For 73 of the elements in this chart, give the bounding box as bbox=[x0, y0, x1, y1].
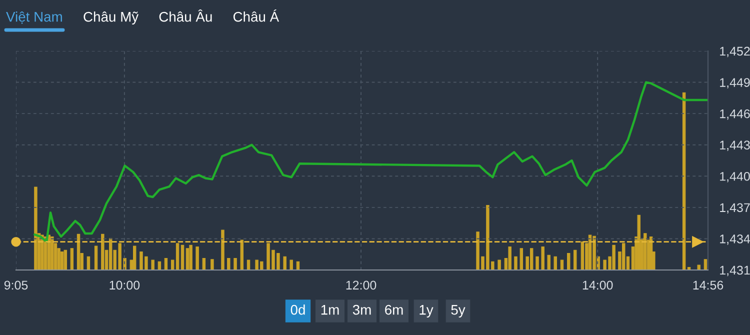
bar bbox=[541, 246, 544, 270]
bar bbox=[234, 258, 237, 270]
text: 3m bbox=[352, 304, 371, 315]
bar bbox=[644, 233, 647, 270]
y-tick-label: 1,437 bbox=[720, 203, 750, 214]
y-tick-label: 1,443 bbox=[720, 140, 750, 151]
line-series bbox=[34, 81, 708, 243]
bar bbox=[34, 186, 38, 270]
bar bbox=[514, 256, 518, 270]
bar bbox=[227, 258, 230, 270]
bar bbox=[108, 238, 112, 270]
bar bbox=[508, 246, 512, 270]
text: 5y bbox=[451, 305, 466, 318]
bar bbox=[704, 259, 708, 270]
y-tick-label: 1,431 bbox=[720, 266, 750, 276]
bar bbox=[498, 260, 501, 270]
bar bbox=[202, 258, 206, 270]
y-tick-label: 1,440 bbox=[720, 172, 750, 182]
bar bbox=[283, 256, 286, 270]
bar bbox=[520, 248, 524, 270]
bar bbox=[133, 246, 136, 270]
bar bbox=[60, 251, 64, 270]
bar bbox=[567, 253, 570, 270]
bar bbox=[189, 244, 192, 270]
bar bbox=[94, 246, 98, 270]
y-tick-label: 1,434 bbox=[720, 234, 750, 245]
bar bbox=[170, 260, 174, 270]
bar bbox=[221, 230, 224, 270]
bar bbox=[536, 256, 539, 270]
bar bbox=[612, 244, 616, 270]
y-tick-label: 1,446 bbox=[720, 109, 750, 120]
x-tick-label: 14:56 bbox=[693, 280, 724, 290]
bar bbox=[101, 234, 104, 270]
bar bbox=[560, 260, 564, 270]
bar bbox=[180, 244, 184, 270]
bar bbox=[697, 264, 700, 270]
text: Việt Nam bbox=[6, 11, 62, 24]
text: 6m bbox=[385, 304, 403, 315]
x-tick-label: 10:00 bbox=[110, 280, 140, 290]
text: Châu Âu bbox=[159, 9, 212, 22]
bar bbox=[210, 259, 214, 270]
bar bbox=[176, 243, 180, 270]
x-tick-label: 14:00 bbox=[582, 280, 613, 290]
bar bbox=[70, 248, 74, 270]
bar bbox=[530, 248, 534, 270]
bar bbox=[554, 256, 557, 270]
bar bbox=[86, 256, 90, 270]
y-tick-label: 1,449 bbox=[720, 78, 750, 88]
bar bbox=[580, 242, 584, 270]
bar bbox=[574, 250, 577, 270]
text: Châu Á bbox=[233, 10, 280, 22]
bar bbox=[151, 260, 154, 270]
x-tick-label: 12:00 bbox=[346, 280, 376, 290]
text: 0d bbox=[290, 304, 305, 315]
bar bbox=[622, 243, 626, 270]
y-tick-label: 1,452 bbox=[720, 46, 750, 58]
bar bbox=[240, 240, 244, 270]
bar bbox=[290, 260, 293, 270]
bar bbox=[186, 248, 190, 270]
bar bbox=[47, 234, 50, 270]
text: 1m bbox=[321, 305, 339, 315]
text: 1y bbox=[420, 305, 434, 318]
bar bbox=[64, 250, 68, 270]
bar bbox=[682, 92, 686, 270]
bar bbox=[164, 258, 168, 270]
text: Châu Mỹ bbox=[84, 12, 139, 24]
bar bbox=[637, 214, 640, 270]
bar bbox=[246, 260, 250, 270]
bar bbox=[50, 236, 54, 270]
bar bbox=[196, 246, 199, 270]
bar bbox=[547, 254, 550, 270]
x-tick-label: 9:05 bbox=[4, 280, 28, 290]
bar bbox=[592, 236, 596, 270]
